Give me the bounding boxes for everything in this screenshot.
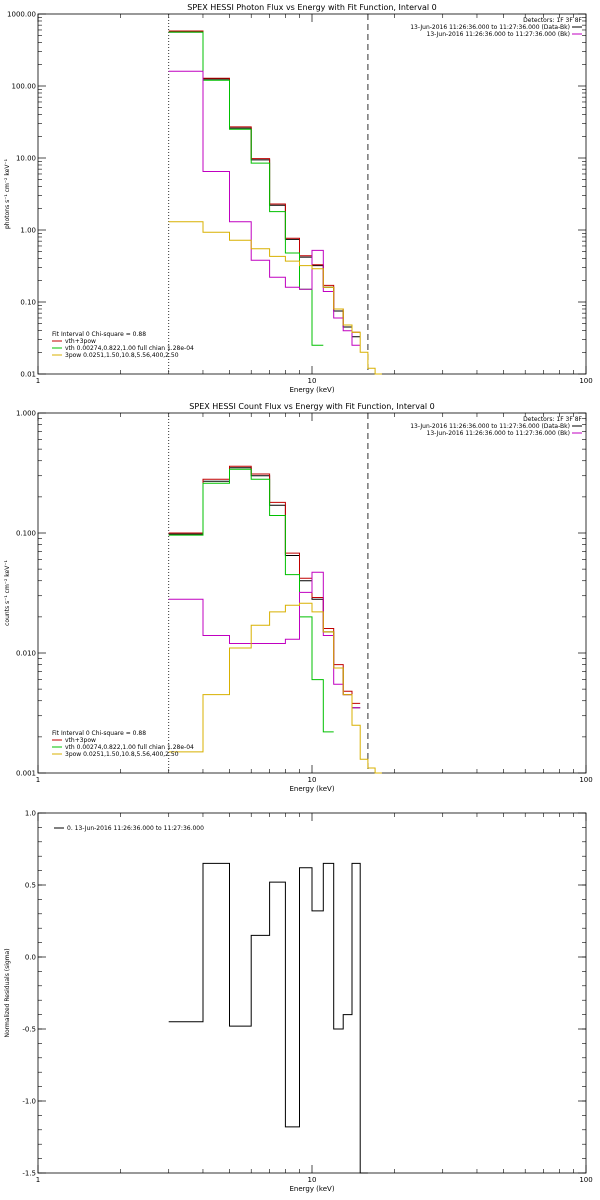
panel-2-legend-bl-label: vth 0.00274,0.822,1.00 full chian 1.28e-… (65, 744, 194, 751)
panel-3-y-tick-label: -0.5 (22, 1026, 36, 1034)
panel-1-y-axis-label: photons s⁻¹ cm⁻² keV⁻¹ (4, 158, 11, 229)
panel-1-legend-bl-label: vth 0.00274,0.822,1.00 full chian 1.28e-… (65, 345, 194, 352)
panel-2-legend-bl-label: 3pow 0.0251,1.50,10.8,5.56,400,2.50 (65, 751, 179, 758)
panel-3-x-tick-label: 10 (308, 1176, 317, 1184)
panel-1-series-magenta-step-line (168, 70, 361, 346)
panel-1-title: SPEX HESSI Photon Flux vs Energy with Fi… (187, 3, 437, 12)
panel-1-x-tick-label: 10 (308, 377, 317, 385)
panel-1-y-tick-label: 1.00 (20, 227, 36, 235)
panel-3-y-tick-label: 1.0 (25, 810, 36, 818)
panel-2-y-tick-label: 0.001 (16, 770, 36, 778)
panel-1-legend-detectors: Detectors: 1F 3F 8F (523, 17, 582, 24)
panel-1-y-tick-label: 0.01 (20, 371, 36, 379)
panel-1-y-tick-label: 10.00 (16, 155, 36, 163)
panel-2-y-tick-label: 0.010 (16, 650, 36, 658)
panel-3-y-tick-label: 0.0 (25, 954, 36, 962)
panel-3-x-axis-label: Energy (keV) (289, 1185, 334, 1193)
panel-3-plot-frame (37, 812, 587, 1174)
panel-2-legend-detectors: Detectors: 1F 3F 8F (523, 416, 582, 423)
panel-1-legend-fit-header: Fit Interval 0 Chi-square = 0.88 (52, 331, 146, 338)
panel-2-y-axis-label: counts s⁻¹ cm⁻² keV⁻¹ (4, 560, 11, 626)
panel-3-y-axis-label: Normalized Residuals (sigma) (4, 948, 11, 1037)
panel-1-y-tick-label: 100.00 (12, 83, 37, 91)
panel-2-x-tick-label: 100 (579, 776, 592, 784)
panel-1-x-tick-label: 1 (36, 377, 40, 385)
panel-3-x-tick-label: 100 (579, 1176, 592, 1184)
panel-1-legend-bl-label: vth+3pow (65, 338, 96, 345)
panel-1-y-tick-label: 0.10 (20, 299, 36, 307)
panel-2-title: SPEX HESSI Count Flux vs Energy with Fit… (189, 402, 434, 411)
panel-2-x-tick-label: 1 (36, 776, 40, 784)
panel-3-y-tick-label: -1.5 (22, 1170, 36, 1178)
panel-1-legend-bl-label: 3pow 0.0251,1.50,10.8,5.56,400,2.50 (65, 352, 179, 359)
panel-2-x-tick-label: 10 (308, 776, 317, 784)
panel-2-legend-tr-label: 13-Jun-2016 11:26:36.000 to 11:27:36.000… (427, 430, 570, 437)
panel-2-series-yellow-step-line (168, 602, 382, 774)
panel-2-legend-bl-label: vth+3pow (65, 737, 96, 744)
panel-1-y-tick-label: 1000.00 (7, 11, 36, 19)
panel-1-series-green-step-line (168, 31, 324, 346)
panel-1-series-yellow-step-line (168, 221, 382, 375)
panel-2-series-black-step-line (168, 467, 361, 709)
panel-1-x-tick-label: 100 (579, 377, 592, 385)
panel-3-legend-tl-label: 0. 13-Jun-2016 11:26:36.000 to 11:27:36.… (67, 825, 204, 832)
panel-2-legend-fit-header: Fit Interval 0 Chi-square = 0.88 (52, 730, 146, 737)
panel-2-series-green-step-line (168, 468, 334, 733)
panel-2-y-tick-label: 1.000 (16, 410, 36, 418)
panel-1-legend-tr-label: 13-Jun-2016 11:26:36.000 to 11:27:36.000… (427, 31, 570, 38)
panel-1-legend-tr-label: 13-Jun-2016 11:26:36.000 to 11:27:36.000… (410, 24, 570, 31)
panel-2-x-axis-label: Energy (keV) (289, 785, 334, 793)
panel-2-series-magenta-step-line (168, 571, 361, 709)
panel-1-x-axis-label: Energy (keV) (289, 386, 334, 394)
panel-3-y-tick-label: -1.0 (22, 1098, 36, 1106)
panel-2-series-red-step-line (168, 465, 361, 704)
panel-2-legend-tr-label: 13-Jun-2016 11:26:36.000 to 11:27:36.000… (410, 423, 570, 430)
panel-3-series-black-step-line (168, 862, 368, 1174)
panel-3-y-tick-label: 0.5 (25, 882, 36, 890)
panel-2-y-tick-label: 0.100 (16, 530, 36, 538)
panel-3-x-tick-label: 1 (36, 1176, 40, 1184)
